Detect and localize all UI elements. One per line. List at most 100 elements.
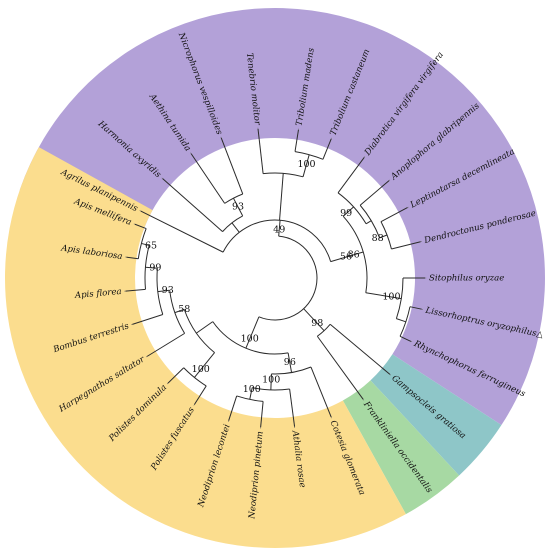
branch-arc — [337, 192, 367, 225]
label-leader — [132, 223, 136, 225]
branch-segment — [194, 352, 215, 378]
branch-segment — [399, 335, 412, 342]
branch-arc — [183, 367, 207, 387]
branch-arc — [252, 387, 290, 391]
branch-segment — [365, 220, 372, 225]
branch-arc — [183, 309, 215, 353]
branch-segment — [126, 256, 139, 260]
branch-segment — [322, 138, 332, 160]
branch-segment — [391, 241, 421, 250]
branch-segment — [141, 242, 150, 246]
branch-segment — [162, 178, 223, 232]
support-value: 100 — [262, 374, 280, 385]
support-value: 100 — [241, 333, 259, 344]
branch-segment — [140, 210, 224, 253]
label-leader — [330, 136, 333, 140]
support-value: 88 — [372, 233, 384, 244]
support-value: 56 — [340, 252, 352, 263]
label-leader — [410, 341, 413, 343]
branch-segment — [145, 266, 158, 269]
branch-arc — [224, 193, 243, 204]
label-leader — [330, 416, 333, 420]
support-value: 99 — [149, 263, 161, 274]
branch-segment — [302, 154, 310, 177]
branch-segment — [330, 251, 364, 263]
branch-segment — [316, 335, 364, 400]
label-leader — [407, 206, 410, 208]
branch-segment — [278, 220, 281, 237]
support-value: 100 — [192, 364, 210, 375]
taxon-label: Sitophilus oryzae — [429, 274, 504, 284]
branch-segment — [190, 153, 226, 204]
branch-segment — [287, 352, 293, 373]
support-value: 58 — [178, 304, 190, 315]
thysanoptera-band — [342, 380, 460, 515]
support-value: 96 — [284, 357, 296, 368]
label-leader — [193, 404, 195, 407]
label-leader — [138, 209, 141, 212]
support-value: 86 — [348, 249, 360, 260]
branch-arc — [271, 366, 312, 375]
branch-segment — [220, 137, 244, 195]
label-leader — [220, 135, 222, 139]
branch-segment — [157, 289, 170, 293]
label-leader — [363, 155, 366, 158]
taxon-label: Apis florea — [74, 287, 123, 301]
support-value: 99 — [340, 208, 352, 219]
support-value: 100 — [297, 159, 315, 170]
branch-segment — [232, 197, 244, 217]
branch-segment — [196, 321, 214, 334]
branch-segment — [257, 128, 264, 174]
support-value: 100 — [382, 291, 400, 302]
branch-segment — [337, 157, 365, 194]
branch-segment — [193, 385, 207, 405]
label-leaders — [123, 126, 427, 430]
branch-segment — [245, 316, 260, 349]
branch-segment — [289, 388, 296, 427]
branch-segment — [365, 292, 402, 300]
label-leader — [160, 177, 163, 179]
hymenoptera-band — [4, 147, 406, 548]
branch-segment — [279, 173, 284, 221]
label-leader — [166, 382, 169, 385]
branch-segment — [174, 308, 185, 314]
branch-arc — [212, 321, 289, 355]
branch-segment — [132, 313, 163, 325]
branch-segment — [231, 222, 240, 233]
branch-segment — [270, 373, 272, 390]
tree-branches — [125, 128, 425, 428]
branch-arc — [359, 204, 381, 239]
orthoptera-band — [370, 354, 502, 476]
support-value: 93 — [162, 285, 174, 296]
branch-arc — [395, 277, 404, 319]
support-values: 1009310088998656499810010096100659993581… — [145, 159, 401, 395]
branch-arc — [156, 268, 164, 315]
branch-arc — [169, 290, 186, 334]
label-leader — [189, 151, 192, 154]
branch-segment — [125, 288, 146, 292]
branch-segment — [134, 223, 147, 230]
label-leader — [130, 324, 133, 326]
branch-segment — [329, 323, 391, 375]
support-value: 49 — [273, 225, 285, 236]
branch-segment — [342, 206, 354, 217]
branch-segment — [228, 395, 238, 421]
label-leader — [388, 179, 391, 181]
label-leader — [362, 399, 365, 402]
label-leader — [227, 420, 229, 423]
coleoptera-band — [19, 8, 546, 426]
clade-bands — [4, 8, 546, 548]
branch-arc — [236, 395, 264, 402]
support-value: 93 — [232, 202, 244, 213]
branch-arc — [399, 306, 411, 337]
branch-arc — [263, 172, 304, 178]
branch-segment — [167, 367, 185, 384]
branch-segment — [379, 234, 388, 239]
branch-segment — [260, 401, 264, 428]
branch-arc — [342, 215, 368, 293]
branch-segment — [294, 129, 299, 152]
branch-segment — [249, 387, 253, 400]
label-leader — [145, 356, 148, 358]
branch-segment — [146, 332, 185, 357]
